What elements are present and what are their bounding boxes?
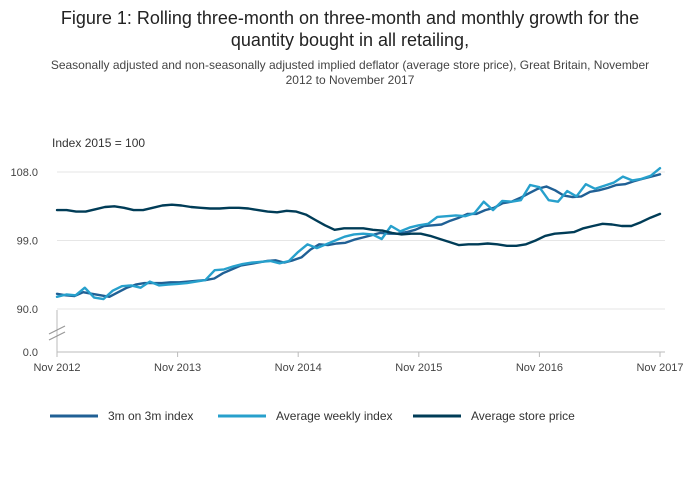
- x-tick-label: Nov 2017: [636, 362, 683, 374]
- y-tick-label: 99.0: [17, 236, 38, 248]
- plot-area: 0.0 90.0 99.0 108.0 Nov 2012 Nov 2013 Nov 2014…: [10, 166, 684, 374]
- legend-label-average-store-price: Average store price: [471, 409, 575, 423]
- x-tick-label: Nov 2013: [154, 362, 201, 374]
- chart-subtitle-line-2: 2012 to November 2017: [286, 73, 415, 87]
- series-line-3m-on-3m-index: [55, 173, 662, 298]
- legend-label-average-weekly-index: Average weekly index: [276, 409, 393, 423]
- y-axis-label: Index 2015 = 100: [52, 136, 145, 150]
- x-tick-label: Nov 2012: [33, 362, 80, 374]
- axis-break-mark: [48, 331, 66, 341]
- chart-subtitle-line-1: Seasonally adjusted and non-seasonally a…: [51, 58, 649, 72]
- y-tick-label: 108.0: [10, 167, 38, 179]
- x-tick-label: Nov 2015: [395, 362, 442, 374]
- series-line-average-weekly-index: [55, 166, 662, 301]
- x-tick-label: Nov 2014: [275, 362, 322, 374]
- y-tick-label: 0.0: [23, 347, 38, 359]
- legend-label-3m-on-3m-index: 3m on 3m index: [108, 409, 193, 423]
- y-tick-label: 90.0: [17, 304, 38, 316]
- series-line-average-store-price: [55, 203, 662, 248]
- chart-title-line-1: Figure 1: Rolling three-month on three-m…: [61, 8, 639, 28]
- axis-break-mark: [48, 325, 66, 335]
- chart-title-line-2: quantity bought in all retailing,: [231, 30, 469, 50]
- legend: 3m on 3m index Average weekly index Averag…: [50, 409, 575, 423]
- x-tick-label: Nov 2016: [516, 362, 563, 374]
